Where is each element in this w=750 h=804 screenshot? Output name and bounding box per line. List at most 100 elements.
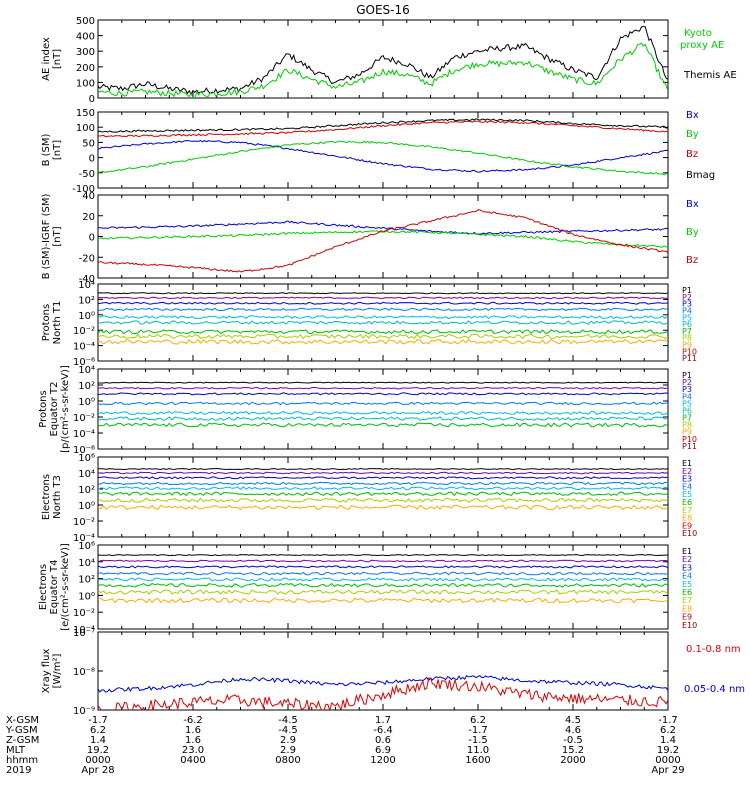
legend-label: Bx bbox=[686, 110, 699, 121]
legend-label: Bmag bbox=[686, 170, 715, 181]
ephemeris-value: 1.7 bbox=[375, 715, 391, 726]
ephemeris-value: Apr 28 bbox=[81, 765, 114, 776]
ephemeris-value: 6.9 bbox=[375, 745, 391, 756]
legend-label: Bx bbox=[686, 199, 699, 210]
ephemeris-value: 15.2 bbox=[562, 745, 584, 756]
series-group bbox=[98, 25, 668, 98]
y-axis-label-line: AE index bbox=[41, 37, 52, 81]
legend-label: E3 bbox=[682, 563, 692, 572]
series-group bbox=[98, 467, 668, 511]
series-line-E1 bbox=[98, 467, 668, 471]
series-line-P7 bbox=[98, 329, 668, 335]
ephemeris-value: 1.6 bbox=[185, 735, 201, 746]
y-axis-label-line: North T3 bbox=[52, 475, 63, 519]
legend-label: E4 bbox=[682, 482, 692, 491]
y-axis-label-line: B (SM)-IGRF (SM) bbox=[41, 194, 52, 280]
ephemeris-value: -1.5 bbox=[468, 735, 488, 746]
legend-label: P9 bbox=[682, 341, 692, 350]
y-tick-label: 10² bbox=[78, 575, 95, 586]
y-tick-label: -50 bbox=[79, 169, 95, 180]
chart-panel-8: 10⁻⁹ 10⁻⁸ 10⁻⁷ Xray flux [W/m²] 0.1-0.8 nm 0.0… bbox=[41, 628, 745, 717]
legend-label: Bz bbox=[686, 149, 698, 160]
y-axis-label: Electrons North T3 bbox=[41, 474, 63, 520]
y-tick-label: 20 bbox=[82, 212, 95, 223]
series-line-P5 bbox=[98, 315, 668, 320]
legend-label: 0.05-0.4 nm bbox=[684, 684, 745, 695]
series-line-Bz bbox=[98, 120, 668, 138]
legend-label: proxy AE bbox=[680, 40, 724, 51]
y-axis-label: Protons North T1 bbox=[41, 301, 63, 345]
legend-label: P6 bbox=[682, 320, 692, 329]
series-line-Bmag bbox=[98, 118, 668, 133]
series-line-E3 bbox=[98, 565, 668, 569]
ephemeris-value: 0400 bbox=[180, 755, 205, 766]
y-axis-label-line: [p/(cm²-s-sr-keV)] bbox=[60, 365, 71, 453]
series-line-0-05-0-4-nm bbox=[98, 674, 668, 693]
y-tick-label: 10⁻² bbox=[73, 326, 95, 337]
ephemeris-value: 1200 bbox=[370, 755, 395, 766]
y-tick-label: 100 bbox=[76, 123, 95, 134]
chart-panel-5: 10⁻⁶ 10⁻⁴ 10⁻² 10⁰ 10² 10⁴ Protons Equator T2 [p… bbox=[38, 365, 697, 456]
y-axis-label-line: Equator T2 bbox=[49, 382, 60, 437]
series-line-E5 bbox=[98, 486, 668, 491]
chart-panel-3: -40 -20 0 20 40 B (SM)-IGRF (SM) [nT] Bx By Bz bbox=[41, 191, 699, 285]
y-axis-label: Protons Equator T2 [p/(cm²-s-sr-keV)] bbox=[38, 365, 71, 453]
y-axis-label-line: Protons bbox=[41, 304, 52, 341]
y-tick-label: 10⁰ bbox=[78, 501, 95, 512]
ephemeris-value: 2.9 bbox=[280, 735, 296, 746]
y-tick-label: 10⁻⁴ bbox=[73, 625, 95, 636]
ephemeris-value: 2.9 bbox=[280, 745, 296, 756]
legend-label: Bz bbox=[686, 255, 698, 266]
series-line-0-1-0-8-nm bbox=[98, 677, 668, 710]
y-tick-label: -20 bbox=[79, 253, 95, 264]
legend-label: E10 bbox=[682, 529, 697, 538]
panel-frame bbox=[97, 283, 669, 362]
legend-label: E2 bbox=[682, 555, 692, 564]
y-tick-label: 10⁻⁶ bbox=[73, 445, 95, 456]
series-line-E3 bbox=[98, 476, 668, 480]
y-axis-label-line: Electrons bbox=[41, 474, 52, 520]
ephemeris-value: 11.0 bbox=[467, 745, 489, 756]
y-tick-label: 10⁻⁶ bbox=[73, 357, 95, 368]
legend-label: By bbox=[686, 129, 699, 140]
series-line-E8 bbox=[98, 504, 668, 511]
y-axis-label: AE index [nT] bbox=[41, 37, 63, 81]
ephemeris-value: -4.5 bbox=[278, 715, 298, 726]
series-line-E6 bbox=[98, 582, 668, 588]
series-line-P9 bbox=[98, 338, 668, 345]
series-group bbox=[98, 118, 668, 176]
ephemeris-value: 6.2 bbox=[90, 725, 106, 736]
y-tick-label: 10⁻² bbox=[73, 517, 95, 528]
ephemeris-value: 1.4 bbox=[90, 735, 106, 746]
y-tick-label: 100 bbox=[76, 78, 95, 89]
legend-label: P8 bbox=[682, 334, 692, 343]
ephemeris-value: 4.6 bbox=[565, 725, 581, 736]
series-line-Themis-AE bbox=[98, 25, 668, 96]
ephemeris-value: 0800 bbox=[275, 755, 300, 766]
legend-label: E3 bbox=[682, 475, 692, 484]
legend-label: E7 bbox=[682, 506, 692, 515]
ephemeris-value: 4.5 bbox=[565, 715, 581, 726]
series-line-E7 bbox=[98, 589, 668, 595]
series-line-P1 bbox=[98, 292, 668, 295]
series-line-E5 bbox=[98, 577, 668, 582]
y-tick-label: 10⁰ bbox=[78, 591, 95, 602]
legend-label: E6 bbox=[682, 588, 692, 597]
ephemeris-value: 19.2 bbox=[87, 745, 109, 756]
y-tick-label: 200 bbox=[76, 63, 95, 74]
ephemeris-value: -1.7 bbox=[658, 715, 678, 726]
legend-label: Themis AE bbox=[683, 70, 737, 81]
series-line-E2 bbox=[98, 559, 668, 563]
ephemeris-value: 0.6 bbox=[375, 735, 391, 746]
y-axis-label-line: [nT] bbox=[52, 49, 63, 69]
y-tick-label: 10² bbox=[78, 485, 95, 496]
series-line-E4 bbox=[98, 481, 668, 486]
series-group bbox=[98, 674, 668, 710]
legend-label: P5 bbox=[682, 399, 692, 408]
legend-label: P4 bbox=[682, 306, 692, 315]
legend-label: P6 bbox=[682, 406, 692, 415]
y-tick-label: 10⁻⁴ bbox=[73, 342, 95, 353]
panel-frame bbox=[97, 631, 669, 711]
